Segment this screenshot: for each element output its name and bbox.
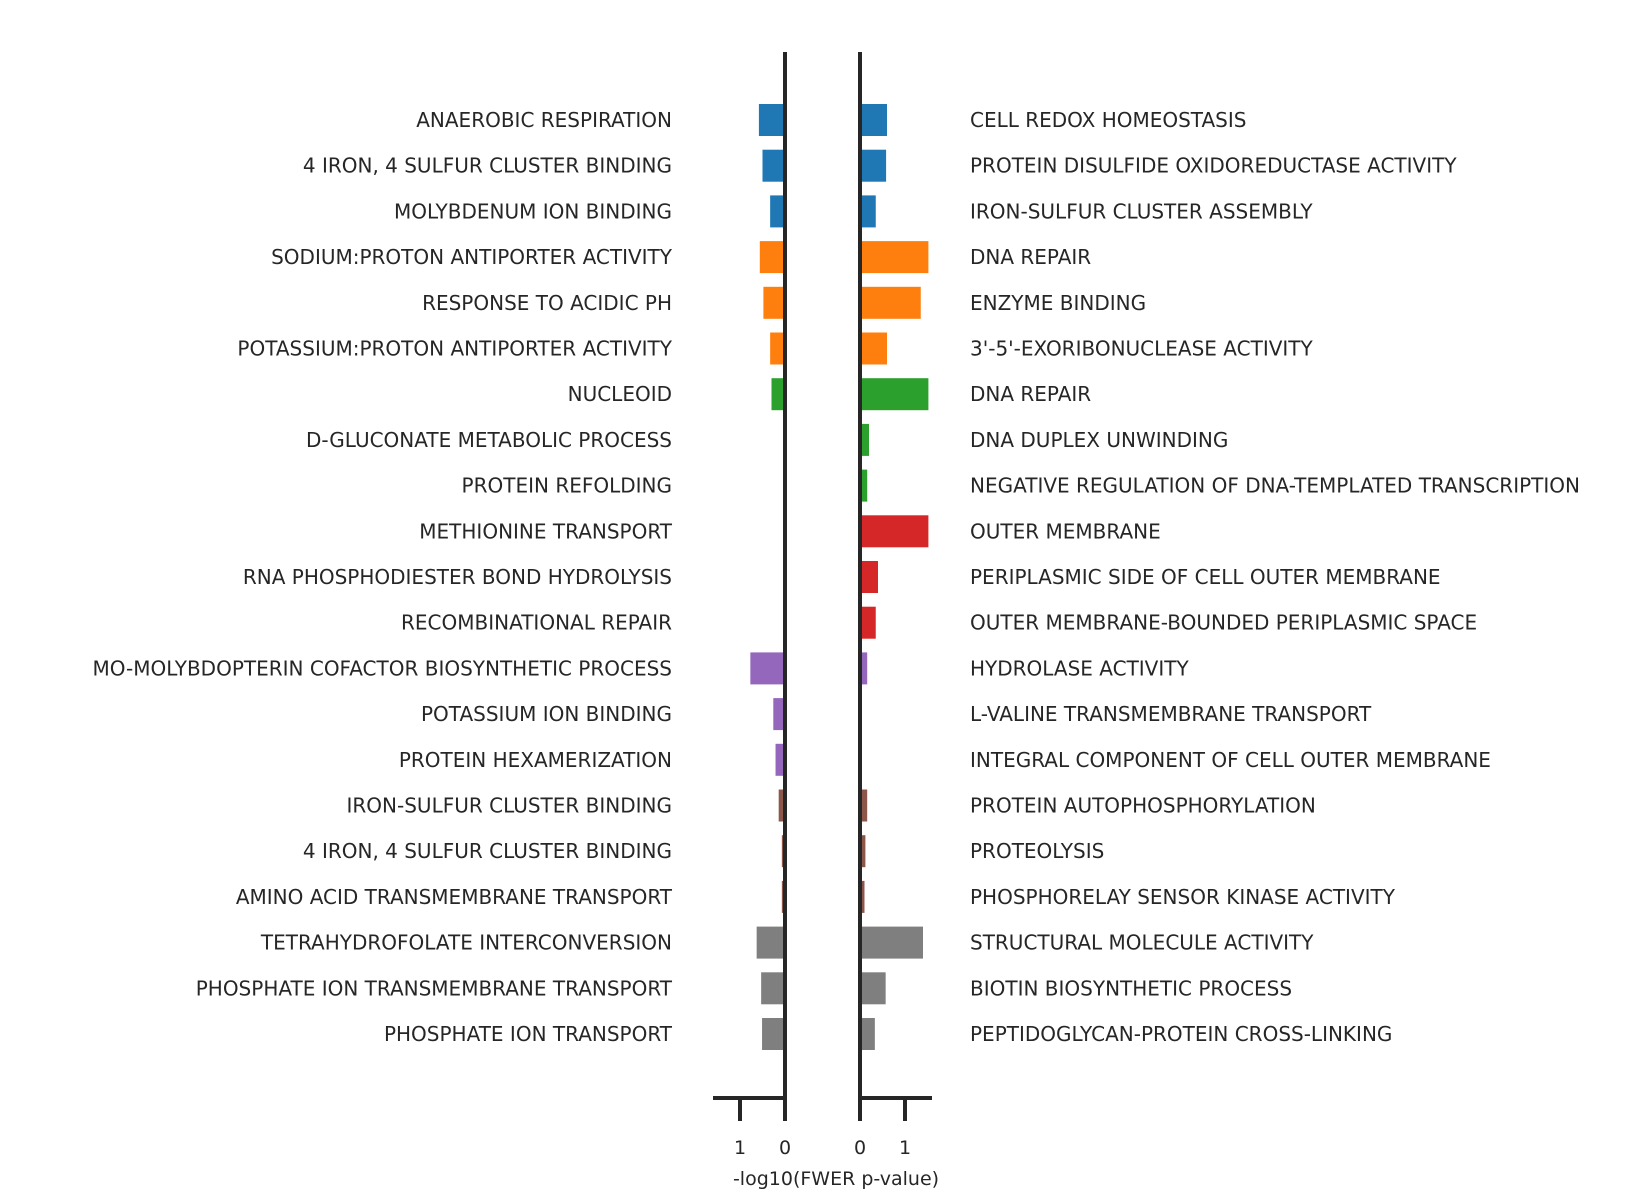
right-term-label: L-VALINE TRANSMEMBRANE TRANSPORT <box>970 702 1372 726</box>
left-term-label: ANAEROBIC RESPIRATION <box>416 108 672 132</box>
left-tick-label: 1 <box>734 1137 746 1159</box>
left-term-label: METHIONINE TRANSPORT <box>419 519 672 543</box>
right-bar <box>860 378 929 411</box>
right-term-label: PROTEOLYSIS <box>970 839 1104 863</box>
right-term-label: DNA DUPLEX UNWINDING <box>970 428 1228 452</box>
right-bar <box>860 880 865 913</box>
right-bar <box>860 652 868 685</box>
left-term-label: MO-MOLYBDOPTERIN COFACTOR BIOSYNTHETIC P… <box>92 656 672 680</box>
left-term-label: PHOSPHATE ION TRANSPORT <box>384 1022 673 1046</box>
right-tick-label: 0 <box>854 1137 866 1159</box>
left-bar <box>762 1018 785 1050</box>
left-term-label: 4 IRON, 4 SULFUR CLUSTER BINDING <box>303 154 672 178</box>
ticks-group: 1 0 0 1 <box>734 1098 911 1159</box>
left-term-label: AMINO ACID TRANSMEMBRANE TRANSPORT <box>236 885 673 909</box>
left-term-label: RECOMBINATIONAL REPAIR <box>401 611 672 635</box>
left-term-label: PROTEIN HEXAMERIZATION <box>399 748 672 772</box>
left-bar <box>770 332 785 365</box>
left-bar <box>759 241 785 274</box>
left-term-label: D-GLUCONATE METABOLIC PROCESS <box>306 428 672 452</box>
right-bar <box>860 972 886 1005</box>
left-tick-label: 0 <box>779 1137 791 1159</box>
left-term-label: SODIUM:PROTON ANTIPORTER ACTIVITY <box>271 245 673 269</box>
left-term-label: POTASSIUM:PROTON ANTIPORTER ACTIVITY <box>237 337 672 361</box>
right-bar <box>860 195 876 228</box>
right-bar <box>860 789 868 822</box>
left-term-label: NUCLEOID <box>568 382 672 406</box>
left-bar <box>762 149 785 182</box>
right-term-label: PEPTIDOGLYCAN-PROTEIN CROSS-LINKING <box>970 1022 1392 1046</box>
left-bar <box>775 743 785 776</box>
left-term-label: PROTEIN REFOLDING <box>462 474 672 498</box>
right-bar <box>860 835 866 868</box>
left-term-label: 4 IRON, 4 SULFUR CLUSTER BINDING <box>303 839 672 863</box>
right-bars-group <box>860 104 929 1050</box>
left-bar <box>778 789 785 822</box>
right-bar <box>860 241 929 274</box>
right-bar <box>860 561 878 593</box>
left-bar <box>763 286 785 319</box>
right-term-label: PHOSPHORELAY SENSOR KINASE ACTIVITY <box>970 885 1396 909</box>
right-term-label: IRON-SULFUR CLUSTER ASSEMBLY <box>970 199 1313 223</box>
left-bar <box>761 972 785 1005</box>
right-term-label: ENZYME BINDING <box>970 291 1146 315</box>
left-term-label: TETRAHYDROFOLATE INTERCONVERSION <box>260 931 672 955</box>
left-bar <box>771 378 785 411</box>
right-tick-label: 1 <box>899 1137 911 1159</box>
right-term-label: CELL REDOX HOMEOSTASIS <box>970 108 1246 132</box>
left-term-labels: ANAEROBIC RESPIRATION 4 IRON, 4 SULFUR CL… <box>92 108 672 1046</box>
right-bar <box>860 149 887 182</box>
right-bar <box>860 926 923 959</box>
right-term-labels: CELL REDOX HOMEOSTASIS PROTEIN DISULFIDE … <box>970 108 1580 1046</box>
right-bar <box>860 332 887 365</box>
left-term-label: POTASSIUM ION BINDING <box>421 702 672 726</box>
left-bar <box>758 104 785 136</box>
right-bar <box>860 515 929 548</box>
left-bar <box>773 698 785 731</box>
right-bar <box>860 606 876 639</box>
right-term-label: NEGATIVE REGULATION OF DNA-TEMPLATED TRA… <box>970 474 1580 498</box>
right-term-label: OUTER MEMBRANE <box>970 519 1161 543</box>
right-term-label: BIOTIN BIOSYNTHETIC PROCESS <box>970 976 1292 1000</box>
right-term-label: HYDROLASE ACTIVITY <box>970 656 1189 680</box>
left-term-label: RNA PHOSPHODIESTER BOND HYDROLYSIS <box>243 565 672 589</box>
left-term-label: PHOSPHATE ION TRANSMEMBRANE TRANSPORT <box>196 976 673 1000</box>
axes-group <box>713 52 932 1100</box>
right-bar <box>860 469 868 502</box>
right-term-label: 3'-5'-EXORIBONUCLEASE ACTIVITY <box>970 337 1314 361</box>
right-bar <box>860 104 887 136</box>
left-bar <box>770 195 785 228</box>
left-bar <box>750 652 785 685</box>
right-bar <box>860 1018 875 1050</box>
x-axis-title: -log10(FWER p-value) <box>733 1168 939 1190</box>
right-term-label: DNA REPAIR <box>970 382 1091 406</box>
right-term-label: DNA REPAIR <box>970 245 1091 269</box>
right-term-label: PERIPLASMIC SIDE OF CELL OUTER MEMBRANE <box>970 565 1441 589</box>
right-term-label: OUTER MEMBRANE-BOUNDED PERIPLASMIC SPACE <box>970 611 1477 635</box>
left-term-label: RESPONSE TO ACIDIC PH <box>422 291 672 315</box>
right-bar <box>860 423 869 456</box>
left-bars-group <box>750 104 785 1050</box>
left-bar <box>756 926 785 959</box>
left-term-label: IRON-SULFUR CLUSTER BINDING <box>347 794 672 818</box>
left-term-label: MOLYBDENUM ION BINDING <box>394 199 672 223</box>
right-term-label: INTEGRAL COMPONENT OF CELL OUTER MEMBRAN… <box>970 748 1491 772</box>
right-term-label: PROTEIN DISULFIDE OXIDOREDUCTASE ACTIVIT… <box>970 154 1457 178</box>
right-term-label: STRUCTURAL MOLECULE ACTIVITY <box>970 931 1314 955</box>
right-bar <box>860 286 921 319</box>
right-term-label: PROTEIN AUTOPHOSPHORYLATION <box>970 794 1316 818</box>
